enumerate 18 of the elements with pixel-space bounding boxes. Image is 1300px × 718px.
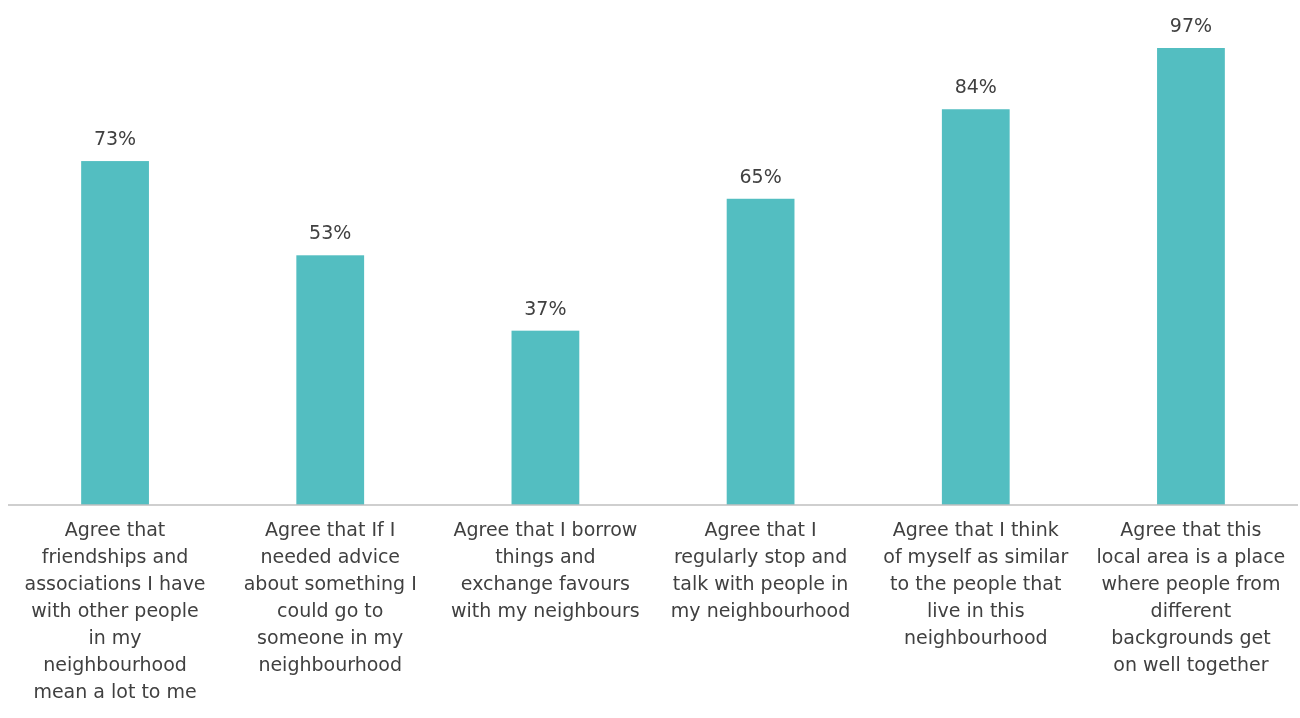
data-label: 65%: [739, 164, 782, 187]
x-tick-label: Agree that I think of myself as similar to the people that live in this neighbourhood: [883, 518, 1069, 648]
x-tick-label: Agree that friendships and associations I have with other people in my neighbourhood mean a lot to me: [24, 518, 206, 702]
x-tick-label: Agree that this local area is a place where people from different backgrounds get on well together: [1096, 518, 1286, 675]
x-tick-label: Agree that I borrow things and exchange favours with my neighbours: [451, 518, 640, 621]
bar: [1157, 48, 1225, 505]
data-label: 73%: [93, 127, 137, 150]
bar: [726, 198, 795, 505]
data-label: 97%: [1169, 14, 1213, 36]
data-label: 37%: [524, 296, 567, 319]
bar: [941, 109, 1010, 505]
bar: [296, 255, 365, 505]
bar: [511, 330, 580, 505]
data-label: 84%: [954, 75, 997, 98]
data-label: 53%: [309, 221, 352, 244]
x-tick-label: Agree that If I needed advice about something I could go to someone in my neighbourhood: [243, 518, 417, 675]
x-tick-label: Agree that I regularly stop and talk with people in my neighbourhood: [670, 518, 851, 621]
bar: [81, 161, 149, 505]
